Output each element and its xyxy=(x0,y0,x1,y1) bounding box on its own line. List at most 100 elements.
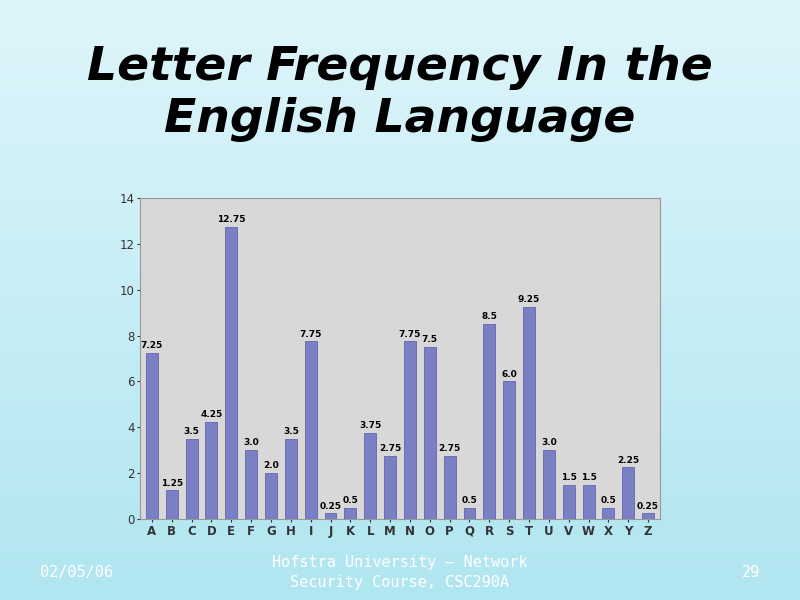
Text: 3.5: 3.5 xyxy=(184,427,199,436)
Text: 2.75: 2.75 xyxy=(438,444,461,453)
Text: 0.25: 0.25 xyxy=(637,502,659,511)
Text: 4.25: 4.25 xyxy=(200,410,222,419)
Bar xyxy=(0,198,800,204)
Bar xyxy=(622,467,634,519)
Text: 1.25: 1.25 xyxy=(161,479,183,488)
Bar xyxy=(0,420,800,426)
Bar xyxy=(265,473,277,519)
Bar xyxy=(0,576,800,582)
Bar xyxy=(0,264,800,270)
Bar xyxy=(0,408,800,414)
Bar xyxy=(166,490,178,519)
Bar xyxy=(0,372,800,378)
Bar xyxy=(0,474,800,480)
Bar xyxy=(483,324,495,519)
Bar xyxy=(0,384,800,390)
Bar xyxy=(404,341,416,519)
Bar xyxy=(186,439,198,519)
Bar xyxy=(0,150,800,156)
Bar xyxy=(0,588,800,594)
Bar xyxy=(0,342,800,348)
Bar xyxy=(0,492,800,498)
Bar xyxy=(0,126,800,132)
Bar xyxy=(0,180,800,186)
Bar xyxy=(345,508,356,519)
Bar xyxy=(602,508,614,519)
Bar xyxy=(0,0,800,6)
Bar xyxy=(0,84,800,90)
Text: Letter Frequency In the
English Language: Letter Frequency In the English Language xyxy=(87,44,713,142)
Text: 1.5: 1.5 xyxy=(581,473,597,482)
Bar xyxy=(0,552,800,558)
Bar xyxy=(444,456,455,519)
Bar xyxy=(0,12,800,18)
Bar xyxy=(0,90,800,96)
Bar xyxy=(0,96,800,102)
Text: 2.25: 2.25 xyxy=(617,455,639,464)
Bar xyxy=(0,252,800,258)
Text: 6.0: 6.0 xyxy=(502,370,517,379)
Bar xyxy=(146,353,158,519)
Bar xyxy=(0,522,800,528)
Text: 7.75: 7.75 xyxy=(398,329,421,338)
Bar xyxy=(0,42,800,48)
Bar xyxy=(0,396,800,402)
Bar xyxy=(0,246,800,252)
Bar xyxy=(0,276,800,282)
Text: 0.5: 0.5 xyxy=(462,496,478,505)
Bar xyxy=(0,138,800,144)
Bar xyxy=(0,348,800,354)
Bar xyxy=(0,510,800,516)
Bar xyxy=(0,18,800,24)
Text: 7.25: 7.25 xyxy=(141,341,163,350)
Bar xyxy=(503,382,515,519)
Bar xyxy=(523,307,535,519)
Text: 8.5: 8.5 xyxy=(482,313,498,322)
Bar xyxy=(0,390,800,396)
Bar xyxy=(0,108,800,114)
Bar xyxy=(226,227,238,519)
Bar xyxy=(0,480,800,486)
Bar xyxy=(0,594,800,600)
Bar xyxy=(0,564,800,570)
Bar xyxy=(0,36,800,42)
Bar xyxy=(0,228,800,234)
Bar xyxy=(562,485,574,519)
Text: 3.0: 3.0 xyxy=(243,439,259,448)
Bar xyxy=(0,378,800,384)
Bar xyxy=(245,450,257,519)
Bar xyxy=(0,450,800,456)
Bar xyxy=(0,24,800,30)
Text: 02/05/06: 02/05/06 xyxy=(40,565,113,580)
Bar xyxy=(0,66,800,72)
Bar xyxy=(0,60,800,66)
Text: 2.75: 2.75 xyxy=(379,444,402,453)
Bar xyxy=(0,234,800,240)
Bar xyxy=(0,504,800,510)
Bar xyxy=(0,354,800,360)
Bar xyxy=(0,468,800,474)
Bar xyxy=(424,347,436,519)
Bar xyxy=(0,192,800,198)
Bar xyxy=(0,258,800,264)
Bar xyxy=(364,433,376,519)
Text: 29: 29 xyxy=(742,565,760,580)
Text: 1.5: 1.5 xyxy=(561,473,577,482)
Bar xyxy=(0,402,800,408)
Bar xyxy=(0,144,800,150)
Bar xyxy=(582,485,594,519)
Bar xyxy=(0,54,800,60)
Bar xyxy=(0,414,800,420)
Bar xyxy=(0,204,800,210)
Bar xyxy=(0,294,800,300)
Text: 12.75: 12.75 xyxy=(217,215,246,224)
Bar xyxy=(0,48,800,54)
Bar xyxy=(0,306,800,312)
Bar xyxy=(0,312,800,318)
Bar xyxy=(0,114,800,120)
Bar xyxy=(0,300,800,306)
Text: 0.5: 0.5 xyxy=(601,496,616,505)
Bar xyxy=(0,528,800,534)
Bar xyxy=(0,78,800,84)
Bar xyxy=(0,462,800,468)
